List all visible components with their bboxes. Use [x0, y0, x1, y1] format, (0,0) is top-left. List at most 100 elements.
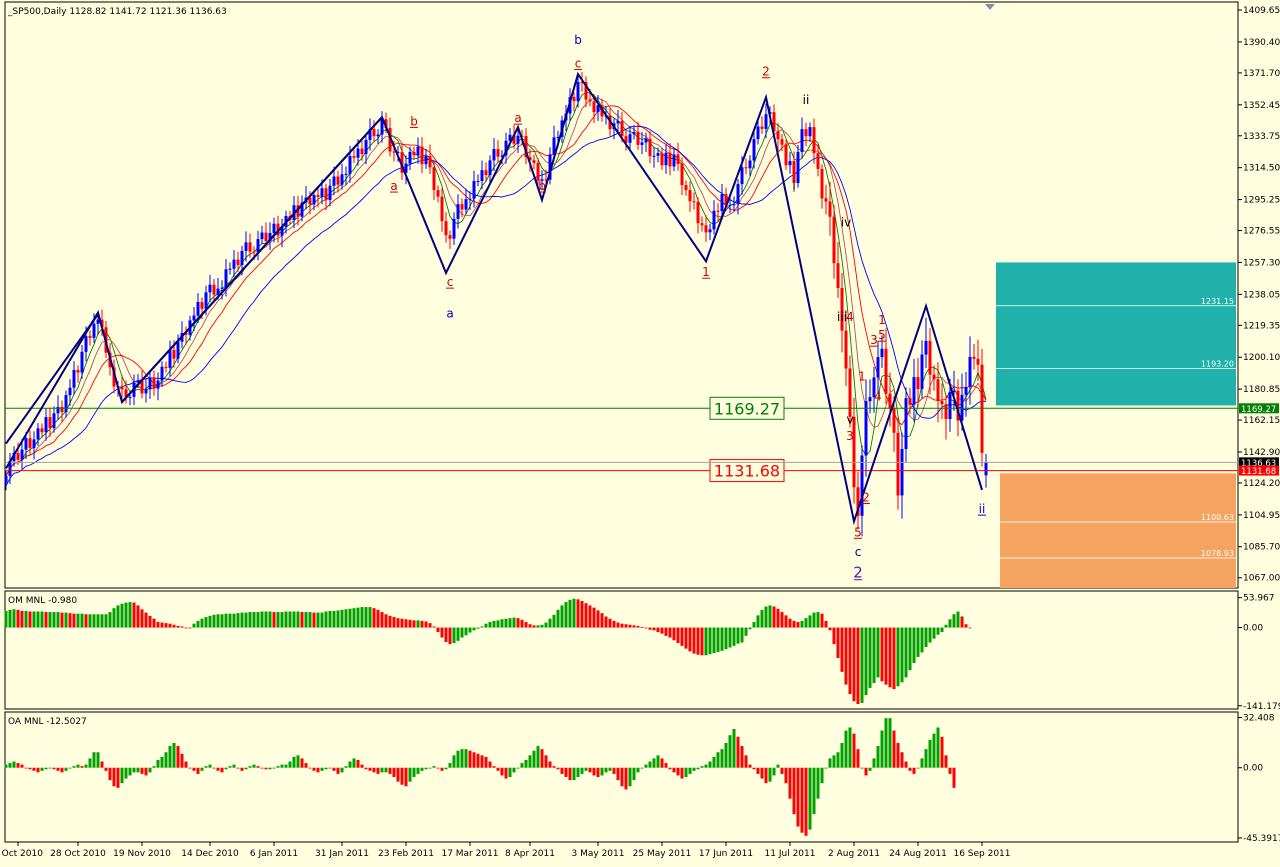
oscillator-bar [265, 611, 268, 627]
oscillator-bar [925, 628, 928, 647]
oscillator-bar [805, 618, 808, 627]
candle [673, 147, 676, 171]
oscillator-bar [277, 612, 280, 628]
ma-line-13 [6, 106, 986, 476]
oscillator-bar [369, 768, 372, 771]
oscillator-tick-label: 53.967 [1243, 594, 1275, 604]
oscillator-bar [601, 613, 604, 627]
candle-body [633, 132, 636, 134]
candle [653, 148, 656, 168]
oscillator-bar [577, 768, 580, 777]
oscillator-bar [133, 768, 136, 773]
oscillator-bar [221, 768, 224, 773]
oscillator-bar [893, 628, 896, 689]
candle-body [925, 341, 928, 355]
oscillator-bar [717, 628, 720, 652]
candle-body [593, 101, 596, 112]
oscillator-bar [657, 628, 660, 632]
oscillator-bar [505, 768, 508, 779]
candle-body [225, 269, 228, 287]
oscillator-bar [5, 765, 8, 768]
oscillator-bar [65, 613, 68, 628]
candle [437, 185, 440, 202]
oscillator-bar [485, 757, 488, 768]
oscillator-bar [553, 766, 556, 768]
candle [745, 158, 748, 174]
candle [353, 150, 356, 163]
oscillator-bar [341, 768, 344, 773]
candle-body [669, 153, 672, 167]
candle-body [341, 174, 344, 184]
candle [33, 431, 36, 459]
oscillator-bar [749, 628, 752, 630]
oscillator-tick-label: 0.00 [1243, 764, 1263, 774]
candle-body [69, 388, 72, 395]
candle-body [661, 153, 664, 165]
wave-channel-line[interactable] [122, 117, 382, 402]
shift-marker-icon[interactable] [985, 4, 995, 10]
oscillator-bar [329, 768, 332, 769]
oscillator-bar [621, 624, 624, 628]
oscillator-bar [649, 628, 652, 630]
oscillator-bar [25, 611, 28, 628]
wave-label: 4 [874, 389, 882, 403]
candle [633, 125, 636, 139]
oscillator-bar [505, 619, 508, 628]
zone-level-label: 1231.15 [1201, 297, 1234, 306]
target-zone-2 [1000, 473, 1236, 588]
oscillator-bar [817, 612, 820, 628]
time-tick-label: 6 Jan 2011 [250, 849, 298, 859]
oscillator-bar [377, 768, 380, 774]
candle-body [481, 170, 484, 181]
oscillator-bar [805, 768, 808, 836]
candle-body [797, 152, 800, 183]
candle-body [713, 211, 716, 230]
oscillator-bar [257, 766, 260, 768]
candle [713, 200, 716, 234]
candle-body [33, 439, 36, 448]
oscillator-bar [197, 621, 200, 628]
oscillator-bar [421, 768, 424, 771]
candle [837, 242, 840, 298]
oscillator-bar [273, 612, 276, 628]
oscillator-bar [253, 612, 256, 628]
oscillator-bar [617, 623, 620, 628]
oscillator-bar [213, 768, 216, 769]
oscillator-bar [141, 609, 144, 627]
oscillator-bar [957, 611, 960, 627]
candle-body [921, 355, 924, 389]
candle-body [721, 194, 724, 211]
wave-channel-line[interactable] [6, 314, 98, 443]
candle-body [949, 392, 952, 419]
oscillator-bar [281, 765, 284, 768]
oscillator-bar [517, 618, 520, 627]
candle [153, 371, 156, 396]
price-tick-label: 1200.10 [1243, 353, 1280, 363]
oscillator-bar [785, 768, 788, 783]
candle-body [337, 177, 340, 185]
oscillator-bar [169, 746, 172, 768]
oscillator-bar [621, 768, 624, 787]
oscillator-bar [25, 768, 28, 769]
oscillator-bar [145, 768, 148, 776]
oscillator-bar [21, 765, 24, 768]
oscillator-bar [585, 768, 588, 771]
price-tick-label: 1276.55 [1243, 227, 1280, 237]
oscillator-bar [461, 628, 464, 638]
oscillator-bar [613, 621, 616, 628]
time-tick-label: 14 Dec 2010 [181, 849, 239, 859]
candle-body [817, 153, 820, 169]
candle [705, 215, 708, 241]
candle-body [701, 223, 704, 225]
candle-body [485, 170, 488, 175]
oscillator-bar [337, 768, 340, 774]
oscillator-bar [937, 628, 940, 635]
oscillator-bar [825, 621, 828, 628]
oscillator-bar [581, 768, 584, 774]
oscillator-bar [113, 768, 116, 787]
price-tick-label: 1142.90 [1243, 448, 1280, 458]
oscillator-bar [601, 768, 604, 776]
candle-body [889, 394, 892, 408]
